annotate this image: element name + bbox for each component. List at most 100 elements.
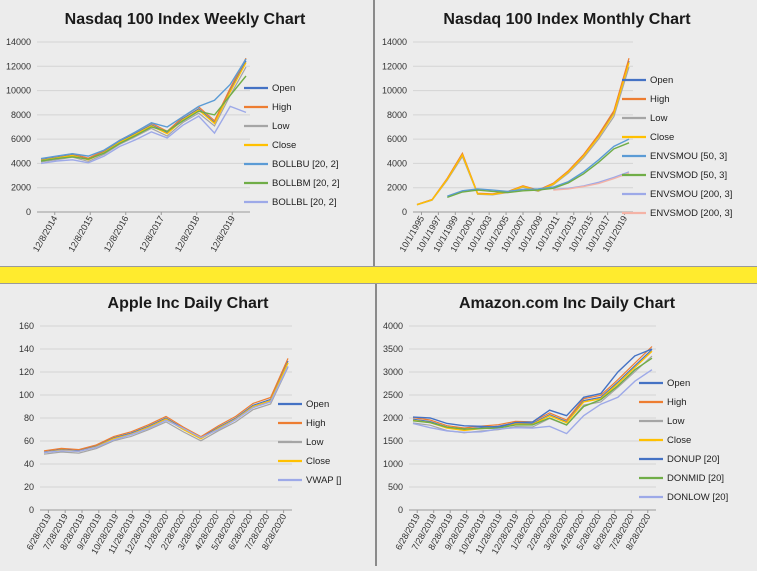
y-tick-label: 2000 [387,183,407,193]
series-line-envsmou-50-3 [447,138,630,197]
chart-monthly: Nasdaq 100 Index Monthly Chart 0 2000 4000 6… [382,11,732,254]
y-tick-label: 10000 [382,86,407,96]
series-line-donup-20 [412,348,653,428]
series-line-close [40,62,247,162]
legend-label-vwap: VWAP [] [306,475,341,486]
y-tick-label: 8000 [11,110,31,120]
chart-title: Nasdaq 100 Index Weekly Chart [65,11,306,28]
chart-title: Apple Inc Daily Chart [108,295,270,312]
y-tick-label: 20 [24,482,34,492]
y-tick-label: 1500 [383,436,403,446]
separator-bottom [375,284,377,566]
legend-label-open: Open [667,378,690,389]
chart-amazon: Amazon.com Inc Daily Chart 0 500 1000 1500 20… [383,295,728,556]
y-tick-label: 40 [24,459,34,469]
y-tick-label: 2500 [383,390,403,400]
series-line-donmid-20 [412,357,653,430]
y-tick-label: 4000 [387,158,407,168]
legend-label-donup-20: DONUP [20] [667,454,720,465]
chart-weekly: Nasdaq 100 Index Weekly Chart 0 2000 4000 60… [6,11,340,254]
legend-label-bollbm-20-2: BOLLBM [20, 2] [272,178,340,189]
series-line-bollbm-20-2 [40,75,247,162]
legend-label-high: High [650,94,670,105]
y-tick-label: 4000 [383,321,403,331]
legend-label-open: Open [306,399,329,410]
series-line-vwap [43,365,289,454]
series-line-open [40,60,247,161]
x-tick-label: 12/8/2016 [102,214,131,254]
separator-top [373,0,375,266]
panel-monthly: Nasdaq 100 Index Monthly Chart 0 2000 4000 6… [375,0,757,266]
legend-label-high: High [272,102,292,113]
y-tick-label: 4000 [11,158,31,168]
y-tick-label: 2000 [11,183,31,193]
panel-weekly: Nasdaq 100 Index Weekly Chart 0 2000 4000 60… [0,0,373,266]
chart-apple: Apple Inc Daily Chart 0 20 40 60 80 100 120 140 1… [19,295,341,556]
series-line-donlow-20 [412,369,653,435]
y-tick-label: 2000 [383,413,403,423]
y-tick-label: 3000 [383,367,403,377]
panel-apple: Apple Inc Daily Chart 0 20 40 60 80 100 120 140 1… [0,284,375,566]
legend-label-envsmod-200-3: ENVSMOD [200, 3] [650,208,732,219]
legend-label-close: Close [272,140,296,151]
series-line-close [412,350,653,432]
series-line-high [43,358,289,452]
series-line-open [43,360,289,453]
legend-label-close: Close [650,132,674,143]
legend-label-low: Low [272,121,290,132]
y-tick-label: 6000 [387,134,407,144]
y-tick-label: 160 [19,321,34,331]
legend-label-envsmod-50-3: ENVSMOD [50, 3] [650,170,727,181]
legend-label-donlow-20: DONLOW [20] [667,492,728,503]
y-tick-label: 1000 [383,459,403,469]
series-line-close [416,62,630,206]
panel-amazon: Amazon.com Inc Daily Chart 0 500 1000 1500 20… [377,284,757,566]
x-tick-label: 12/8/2014 [31,214,60,254]
legend-label-bollbu-20-2: BOLLBU [20, 2] [272,159,339,170]
y-tick-label: 60 [24,436,34,446]
y-tick-label: 0 [402,207,407,217]
y-tick-label: 6000 [11,134,31,144]
y-tick-label: 140 [19,344,34,354]
divider-band [0,266,757,284]
series-line-envsmod-50-3 [447,142,630,199]
y-tick-label: 3500 [383,344,403,354]
legend-label-close: Close [667,435,691,446]
legend-label-low: Low [667,416,685,427]
legend-label-high: High [306,418,326,429]
legend-label-open: Open [272,83,295,94]
series-line-low [43,366,289,455]
y-tick-label: 0 [29,505,34,515]
series-line-bollbl-20-2 [40,105,247,165]
legend-label-envsmou-50-3: ENVSMOU [50, 3] [650,151,727,162]
y-tick-label: 14000 [382,37,407,47]
legend-label-low: Low [650,113,668,124]
y-tick-label: 8000 [387,110,407,120]
series-line-high [40,57,247,160]
y-tick-label: 100 [19,390,34,400]
chart-title: Amazon.com Inc Daily Chart [459,295,676,312]
legend-label-low: Low [306,437,324,448]
legend-label-open: Open [650,75,673,86]
x-tick-label: 12/8/2015 [66,214,95,254]
legend-label-envsmou-200-3: ENVSMOU [200, 3] [650,189,732,200]
legend-label-close: Close [306,456,330,467]
legend-label-high: High [667,397,687,408]
y-tick-label: 80 [24,413,34,423]
y-tick-label: 0 [398,505,403,515]
y-tick-label: 0 [26,207,31,217]
y-tick-label: 12000 [6,61,31,71]
chart-title: Nasdaq 100 Index Monthly Chart [443,11,691,28]
legend-label-bollbl-20-2: BOLLBL [20, 2] [272,197,337,208]
x-tick-label: 12/8/2019 [208,214,237,254]
y-tick-label: 12000 [382,61,407,71]
y-tick-label: 120 [19,367,34,377]
x-tick-label: 12/8/2018 [173,214,202,254]
series-line-close [43,362,289,454]
series-line-envsmod-200-3 [553,172,630,191]
series-line-bollbu-20-2 [40,58,247,160]
x-tick-label: 12/8/2017 [137,214,166,254]
y-tick-label: 10000 [6,86,31,96]
y-tick-label: 500 [388,482,403,492]
y-tick-label: 14000 [6,37,31,47]
